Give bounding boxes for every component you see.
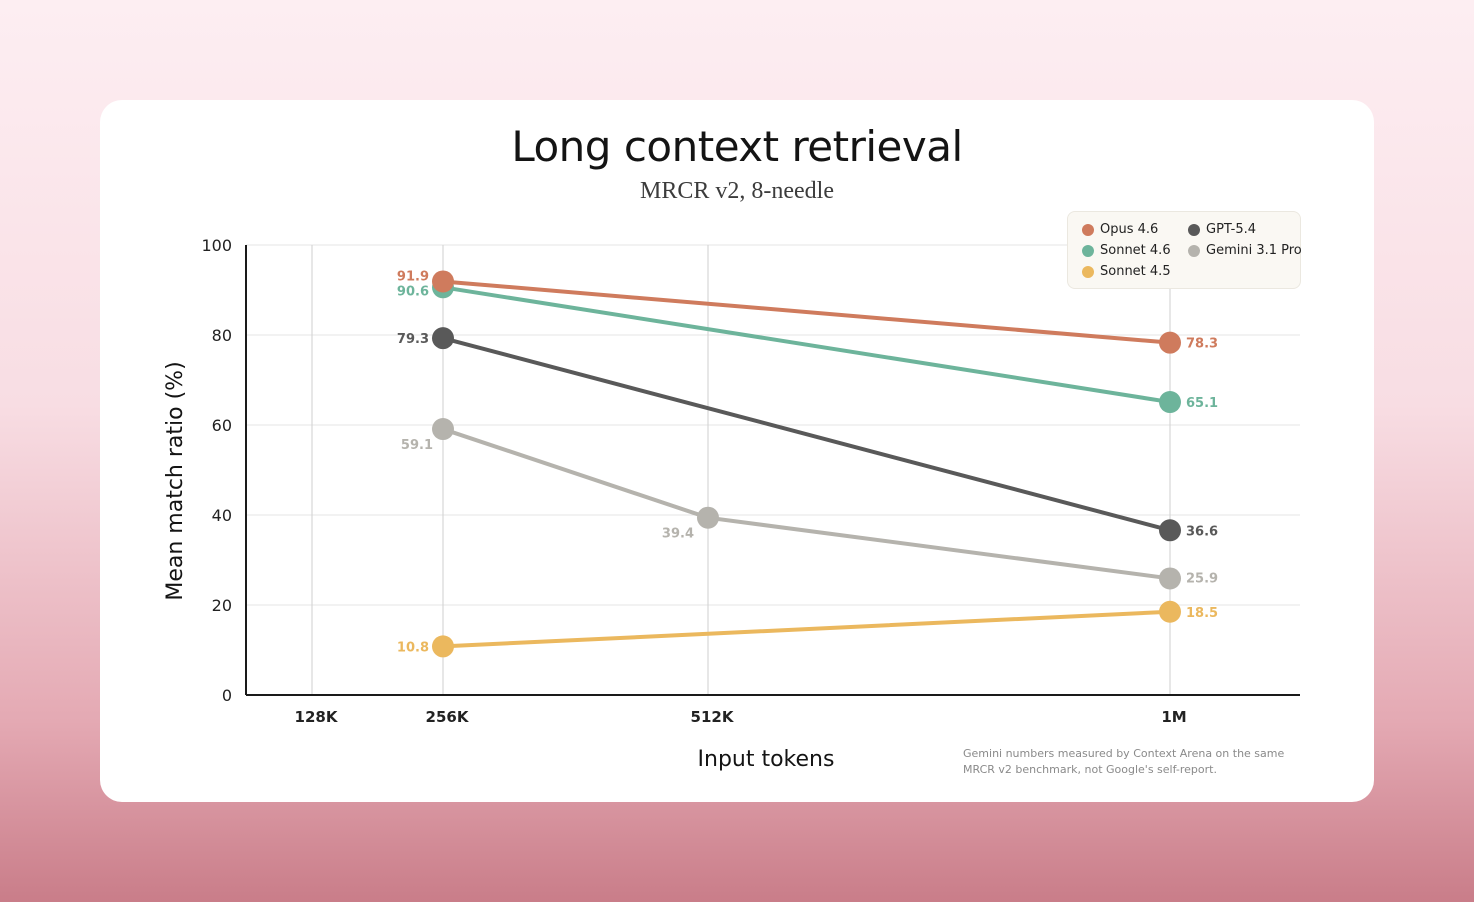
y-tick-label: 60	[212, 416, 232, 435]
legend-dot-icon	[1188, 223, 1200, 236]
series-line-gemini-3-1-pro	[441, 427, 1172, 581]
legend-dot-icon	[1082, 244, 1094, 257]
chart-card: Long context retrieval MRCR v2, 8-needle…	[100, 100, 1374, 802]
data-label-opus-4-6: 78.3	[1186, 337, 1218, 352]
chart-title: Long context retrieval	[511, 122, 963, 171]
legend-label: Gemini 3.1 Pro	[1206, 243, 1302, 258]
legend-dot-icon	[1188, 244, 1200, 257]
data-label-gemini-3-1-pro: 59.1	[401, 438, 433, 453]
data-label-gpt-5-4: 36.6	[1186, 524, 1218, 539]
data-point-opus-4-6	[432, 270, 454, 293]
legend-label: GPT-5.4	[1206, 222, 1257, 237]
data-point-gemini-3-1-pro	[1159, 567, 1181, 590]
data-point-gemini-3-1-pro	[697, 506, 719, 529]
data-point-sonnet-4-5	[432, 635, 454, 658]
data-label-sonnet-4-5: 10.8	[397, 640, 429, 655]
y-tick-label: 80	[212, 326, 232, 345]
axes	[245, 245, 1300, 696]
series-line-sonnet-4-5	[441, 609, 1172, 649]
legend-item-sonnet-4-6: Sonnet 4.6	[1082, 243, 1171, 258]
legend-item-opus-4-6: Opus 4.6	[1082, 222, 1158, 237]
y-tick-label: 100	[201, 236, 232, 255]
data-point-gpt-5-4	[1159, 519, 1181, 542]
legend-label: Sonnet 4.5	[1100, 264, 1171, 279]
data-label-gpt-5-4: 79.3	[397, 332, 429, 347]
data-point-gemini-3-1-pro	[432, 418, 454, 441]
data-point-gpt-5-4	[432, 327, 454, 350]
data-point-sonnet-4-5	[1159, 600, 1181, 623]
data-label-gemini-3-1-pro: 39.4	[662, 527, 694, 542]
chart-plot: 0 20 40 60 80 100 128K 256K 512K 1M 10.8 18.5 59.1 3…	[163, 236, 1300, 772]
data-label-sonnet-4-6: 90.6	[397, 284, 429, 299]
series-points	[432, 270, 1181, 658]
data-label-sonnet-4-5: 18.5	[1186, 606, 1218, 621]
x-axis-label: Input tokens	[698, 747, 835, 772]
data-label-gemini-3-1-pro: 25.9	[1186, 571, 1218, 586]
legend-dot-icon	[1082, 265, 1094, 278]
chart-subtitle: MRCR v2, 8-needle	[640, 178, 834, 204]
y-tick-label: 20	[212, 596, 232, 615]
y-axis-label: Mean match ratio (%)	[163, 361, 188, 600]
x-tick-label: 256K	[426, 708, 470, 726]
legend-item-gemini-3-1-pro: Gemini 3.1 Pro	[1188, 243, 1302, 258]
data-labels: 10.8 18.5 59.1 39.4 25.9 79.3 36.6 90.6 65.1 91.9…	[397, 269, 1218, 655]
y-tick-label: 0	[222, 686, 232, 705]
grid	[246, 244, 1300, 695]
legend: Opus 4.6 Sonnet 4.6 Sonnet 4.5 GPT-5.4 G…	[1067, 211, 1302, 289]
series-line-sonnet-4-6	[441, 285, 1172, 405]
footnote: Gemini numbers measured by Context Arena…	[963, 747, 1285, 776]
x-tick-label: 128K	[295, 708, 339, 726]
ticks: 0 20 40 60 80 100 128K 256K 512K 1M	[201, 236, 1186, 726]
data-label-opus-4-6: 91.9	[397, 269, 429, 284]
legend-label: Opus 4.6	[1100, 222, 1159, 237]
data-point-opus-4-6	[1159, 331, 1181, 354]
series-line-gpt-5-4	[441, 336, 1172, 533]
legend-dot-icon	[1082, 223, 1094, 236]
legend-label: Sonnet 4.6	[1100, 243, 1171, 258]
series-line-opus-4-6	[441, 279, 1172, 345]
legend-item-sonnet-4-5: Sonnet 4.5	[1082, 264, 1171, 279]
x-tick-label: 512K	[691, 708, 735, 726]
legend-item-gpt-5-4: GPT-5.4	[1188, 222, 1256, 237]
x-tick-label: 1M	[1161, 708, 1186, 726]
y-tick-label: 40	[212, 506, 232, 525]
data-label-sonnet-4-6: 65.1	[1186, 396, 1218, 411]
series-lines	[441, 279, 1172, 649]
data-point-sonnet-4-6	[1159, 391, 1181, 414]
